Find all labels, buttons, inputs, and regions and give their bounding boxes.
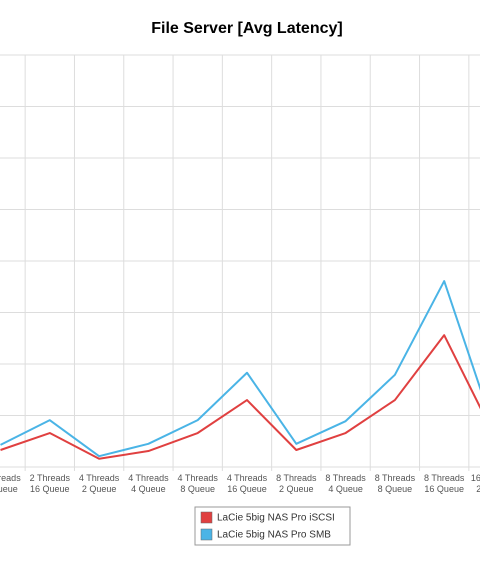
x-tick-label: 8 Threads 2 Queue (276, 473, 317, 494)
x-tick-label-line: 4 Threads (128, 473, 169, 483)
x-tick-label-line: 8 Threads (375, 473, 416, 483)
series-line (0, 334, 480, 460)
legend-label: LaCie 5big NAS Pro SMB (217, 530, 331, 541)
x-tick-label-line: 8 Threads (325, 473, 366, 483)
x-tick-label-line: 2 Queue (476, 484, 480, 494)
x-tick-label-line: 4 Queue (328, 484, 363, 494)
x-tick-label: 8 Threads 8 Queue (375, 473, 416, 494)
x-tick-label: 4 Threads 2 Queue (79, 473, 120, 494)
legend-swatch (200, 528, 213, 541)
legend-swatch (200, 511, 213, 524)
x-tick-label-line: 16 Queue (227, 484, 267, 494)
x-tick-label-line: 2 Threads (0, 473, 21, 483)
x-tick-label-line: 2 Queue (279, 484, 314, 494)
x-tick-label-line: 8 Queue (180, 484, 215, 494)
series-line (0, 280, 480, 458)
x-tick-label: 2 Threads 16 Queue (30, 473, 71, 494)
x-tick-label-line: 4 Threads (79, 473, 120, 483)
legend-label: LaCie 5big NAS Pro iSCSI (217, 513, 335, 524)
x-tick-label-line: 8 Queue (378, 484, 413, 494)
x-tick-label: 8 Threads 4 Queue (325, 473, 366, 494)
x-tick-label-line: 2 Queue (82, 484, 117, 494)
x-tick-label: 8 Threads 16 Queue (424, 473, 465, 494)
x-tick-label: 4 Threads 16 Queue (227, 473, 268, 494)
x-tick-label-line: 16 Queue (424, 484, 464, 494)
x-tick-label-line: 4 Queue (131, 484, 166, 494)
x-tick-label-line: 8 Queue (0, 484, 18, 494)
x-tick-label-line: 4 Threads (178, 473, 219, 483)
chart-title: File Server [Avg Latency] (151, 20, 342, 37)
x-tick-label-line: 16 Queue (30, 484, 70, 494)
x-tick-label-line: 8 Threads (424, 473, 465, 483)
x-tick-label-line: 2 Threads (30, 473, 71, 483)
x-tick-label: 4 Threads 8 Queue (178, 473, 219, 494)
x-tick-label-line: 8 Threads (276, 473, 317, 483)
x-tick-label: 4 Threads 4 Queue (128, 473, 169, 494)
x-tick-label-line: 4 Threads (227, 473, 268, 483)
grid (0, 54, 480, 471)
x-tick-label-line: 16 Threads (471, 473, 480, 483)
legend-box (194, 506, 351, 546)
